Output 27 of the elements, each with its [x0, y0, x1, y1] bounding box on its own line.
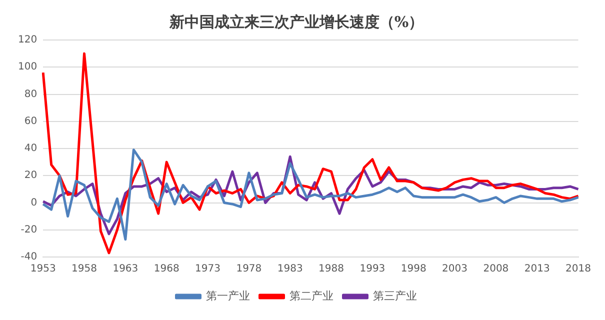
legend-label: 第一产业: [206, 289, 250, 302]
y-tick-label: 100: [18, 62, 38, 73]
legend-label: 第三产业: [372, 289, 417, 302]
x-tick-label: 1958: [72, 264, 97, 275]
legend-label: 第二产业: [289, 289, 334, 302]
x-tick-label: 1973: [195, 264, 220, 275]
x-tick-label: 1968: [154, 264, 180, 275]
x-tick-label: 1993: [360, 264, 386, 275]
x-tick-label: 1978: [236, 264, 262, 275]
chart-title: 新中国成立来三次产业增长速度（%）: [168, 12, 424, 31]
y-tick-label: 80: [24, 88, 38, 100]
x-tick-label: 1953: [30, 264, 56, 275]
x-tick-label: 1983: [277, 264, 303, 275]
x-tick-label: 2018: [566, 264, 591, 275]
x-tick-label: 2003: [442, 264, 468, 275]
y-tick-label: -40: [20, 252, 38, 263]
y-tick-label: -20: [20, 224, 38, 236]
x-tick-label: 1998: [400, 264, 426, 275]
y-tick-label: 120: [18, 34, 38, 46]
x-tick-label: 2013: [524, 264, 550, 275]
y-tick-label: 60: [24, 116, 38, 127]
x-tick-label: 2008: [483, 264, 509, 275]
y-tick-label: 40: [24, 143, 38, 154]
x-tick-label: 1988: [318, 264, 344, 275]
y-tick-label: 20: [24, 170, 38, 182]
y-tick-label: 0: [30, 197, 38, 208]
x-tick-label: 1963: [112, 264, 138, 275]
